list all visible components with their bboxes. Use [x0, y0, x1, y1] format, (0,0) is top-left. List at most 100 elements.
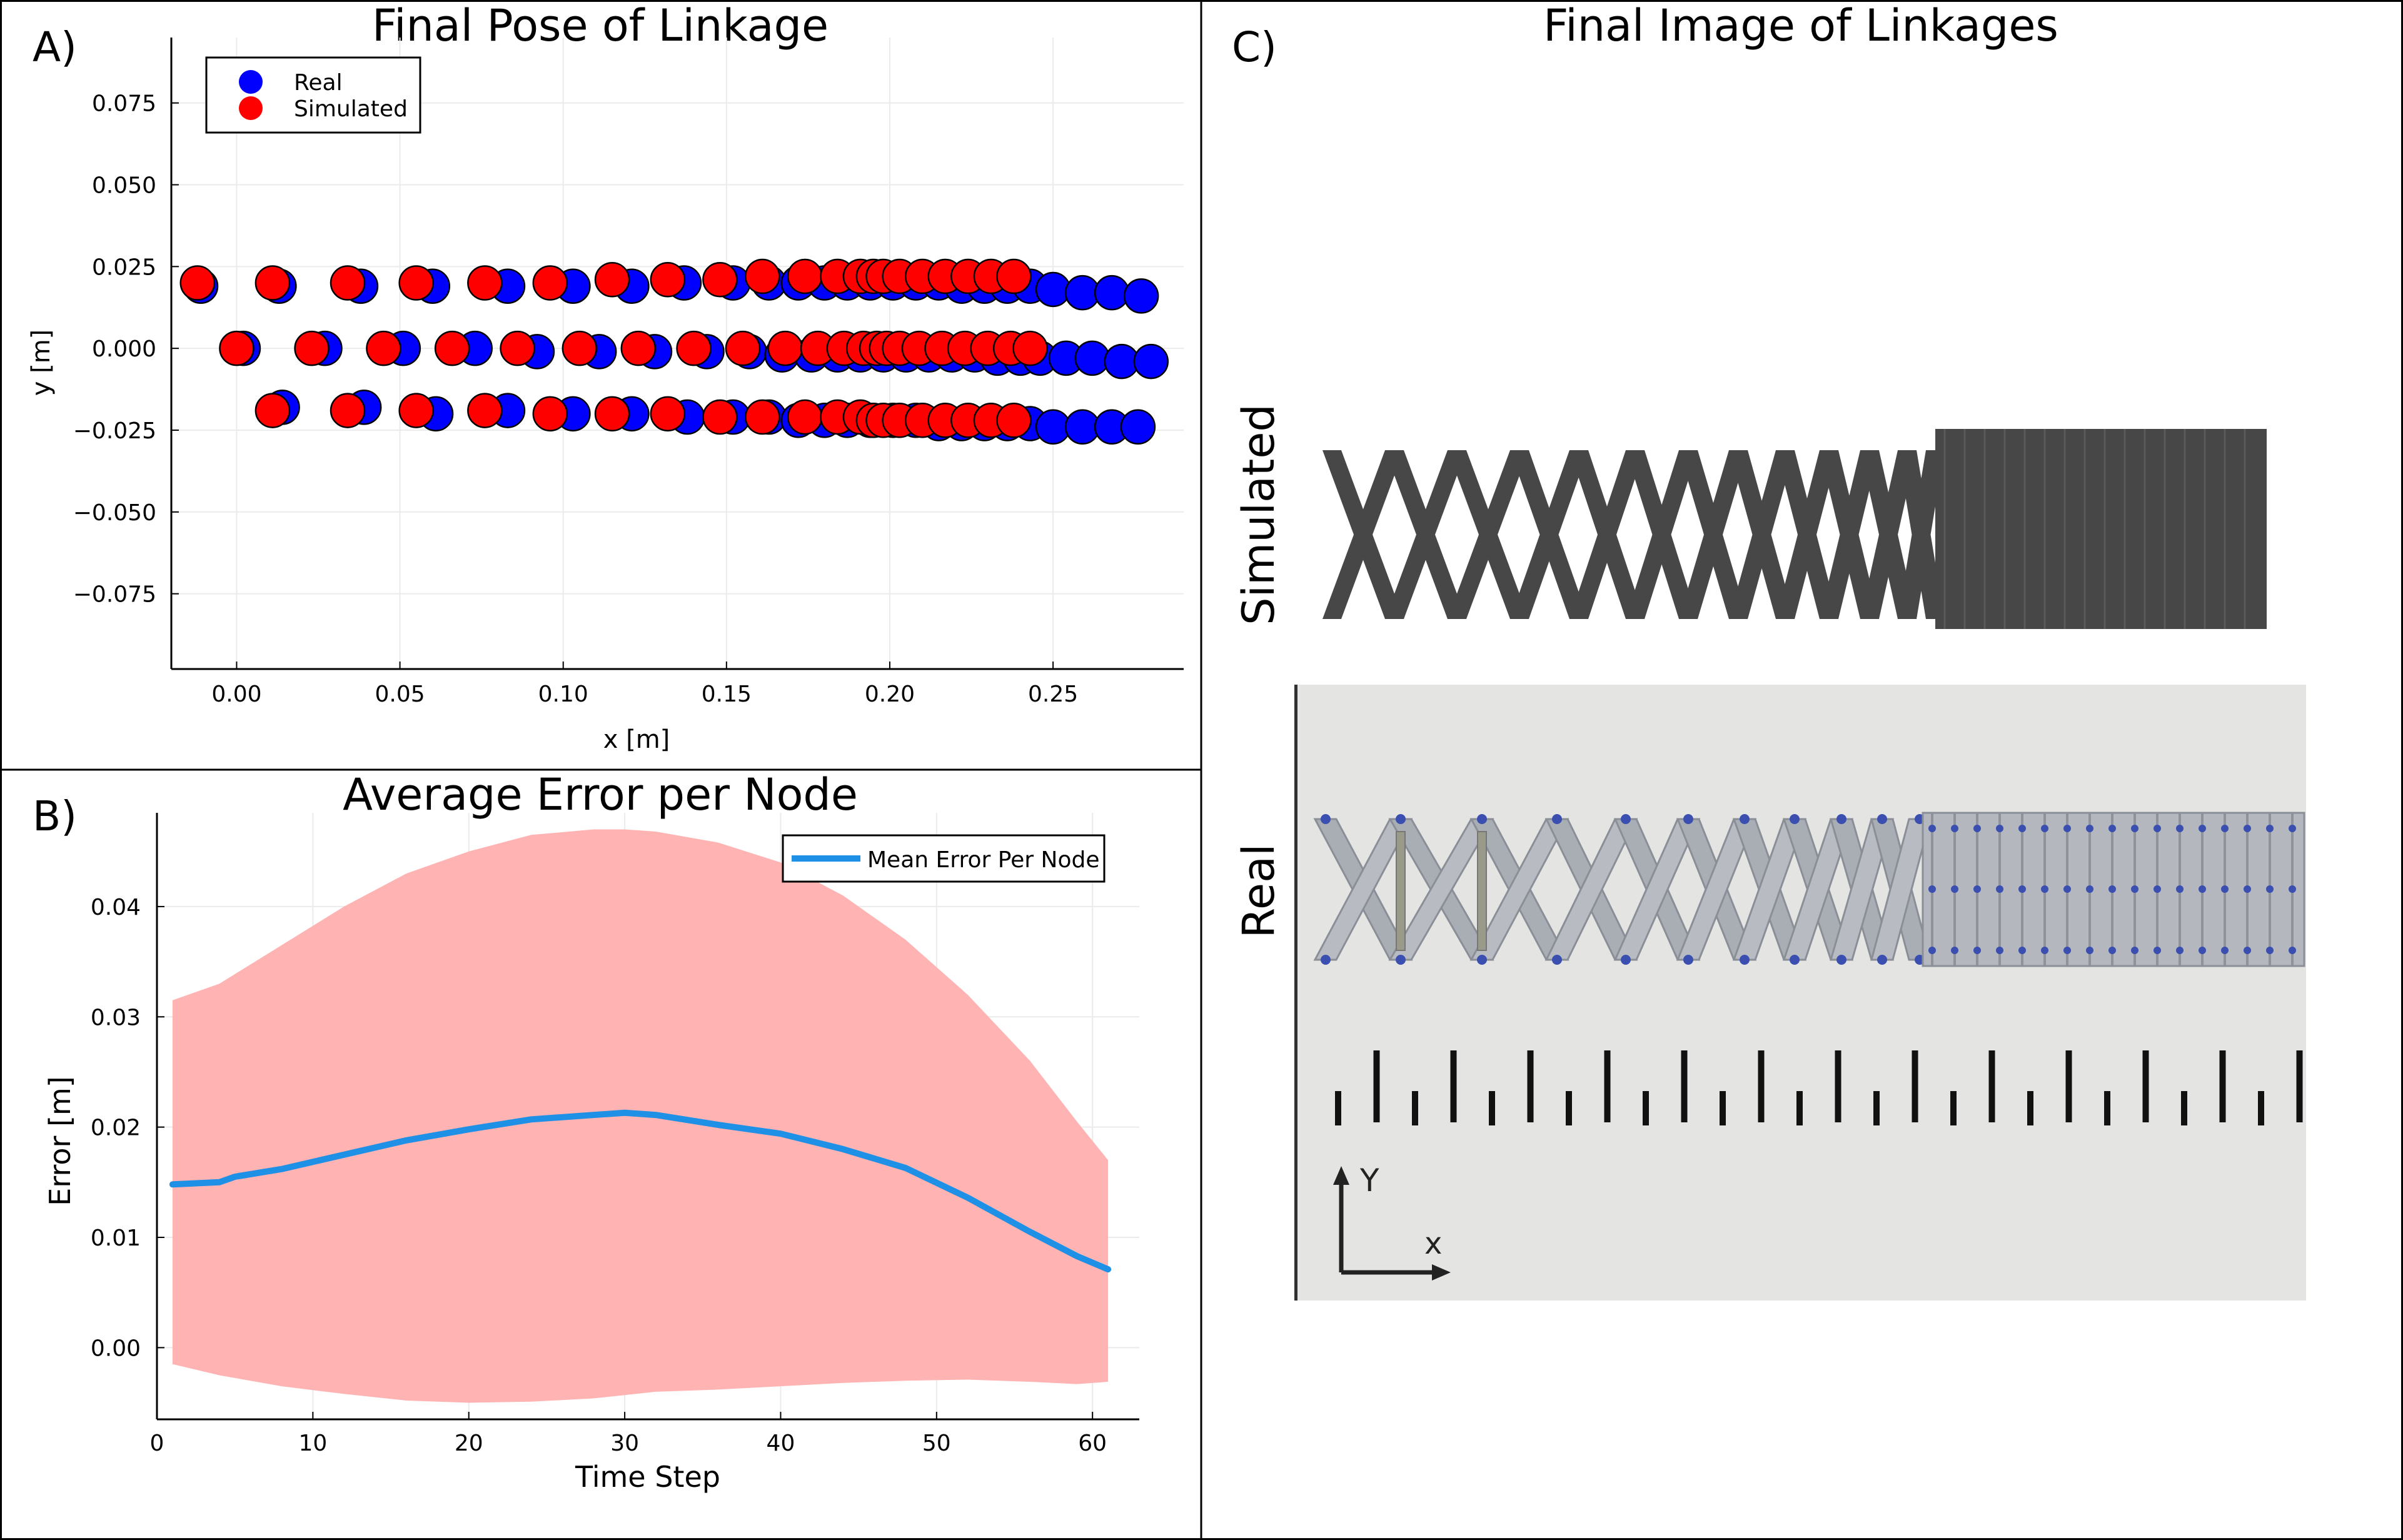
chart-a-ylabel: y [m]: [27, 330, 56, 396]
real-joint-pin: [1621, 955, 1631, 965]
x-tick-label: 30: [610, 1431, 639, 1456]
real-joint-pin: [2176, 825, 2184, 832]
panel-c-title: Final Image of Linkages: [1543, 0, 2058, 51]
point-simulated: [787, 399, 823, 435]
x-tick-label: 50: [922, 1431, 951, 1456]
point-simulated: [1012, 330, 1048, 366]
simulated-label: Simulated: [1233, 404, 1284, 625]
ruler-tick: [1566, 1091, 1572, 1125]
point-simulated: [562, 330, 598, 366]
real-joint-pin: [1740, 955, 1750, 965]
ruler-tick: [2219, 1050, 2226, 1122]
simulated-linkage-image: [1322, 429, 2267, 629]
real-joint-pin: [2108, 885, 2116, 893]
ruler-tick: [1412, 1091, 1418, 1125]
panel-c: C) Final Image of Linkages Simulated Rea…: [1232, 0, 2306, 1301]
ruler-tick: [1835, 1050, 1841, 1122]
real-joint-pin: [1877, 955, 1887, 965]
ruler-tick: [2027, 1091, 2033, 1125]
sim-link-bar: [1448, 450, 1529, 619]
chart-b-xlabel: Time Step: [575, 1460, 720, 1494]
real-joint-pin: [2176, 885, 2184, 893]
real-joint-pin: [1877, 814, 1887, 824]
real-joint-pin: [1996, 885, 2003, 893]
mean-error-line: [169, 1109, 1112, 1273]
y-tick-label: −0.050: [73, 500, 156, 526]
point-simulated: [702, 262, 738, 298]
point-simulated: [996, 258, 1032, 294]
y-tick-label: 0.03: [91, 1005, 141, 1030]
ruler-tick: [1489, 1091, 1495, 1125]
point-simulated: [767, 330, 804, 366]
point-simulated: [787, 258, 823, 294]
panel-c-letter: C): [1232, 23, 1277, 71]
point-simulated: [676, 330, 712, 366]
chart-b-ylabel: Error [m]: [43, 1076, 77, 1205]
legend-marker-simulated: [239, 96, 263, 120]
legend-label-mean: Mean Error Per Node: [867, 847, 1100, 873]
real-joint-pin: [2063, 885, 2071, 893]
chart-a-title: Final Pose of Linkage: [372, 0, 829, 51]
y-tick-label: −0.075: [73, 582, 156, 608]
x-tick-label: 0: [150, 1431, 164, 1456]
real-joint-pin: [1683, 955, 1693, 965]
real-spring: [1396, 831, 1406, 951]
x-tick-label: 0.05: [375, 682, 425, 707]
y-tick-label: −0.025: [73, 418, 156, 444]
sim-compressed-block: [1935, 429, 2267, 629]
photo-axes-indicator: Y x: [1333, 1162, 1451, 1281]
real-joint-pin: [2086, 885, 2093, 893]
real-joint-pin: [1396, 955, 1406, 965]
real-joint-pin: [2041, 947, 2048, 954]
real-joint-pin: [1621, 814, 1631, 824]
legend-marker-real: [239, 70, 263, 94]
real-joint-pin: [2108, 947, 2116, 954]
real-joint-pin: [2086, 825, 2093, 832]
sim-link-bar: [1626, 450, 1698, 619]
point-simulated: [254, 393, 291, 428]
x-tick-label: 0.00: [211, 682, 261, 707]
ruler-tick: [2142, 1050, 2149, 1122]
x-tick-label: 40: [767, 1431, 795, 1456]
point-simulated: [725, 330, 761, 366]
point-simulated: [366, 330, 401, 366]
point-simulated: [650, 262, 686, 298]
panel-a-letter: A): [33, 23, 77, 71]
real-joint-pin: [2266, 947, 2274, 954]
real-joint-pin: [2131, 825, 2139, 832]
y-tick-label: 0.025: [92, 254, 156, 280]
x-tick-label: 0.25: [1028, 682, 1078, 707]
real-joint-pin: [1973, 825, 1981, 832]
real-joint-pin: [2244, 885, 2251, 893]
real-joint-pin: [1552, 814, 1562, 824]
real-joint-pin: [1740, 814, 1750, 824]
real-joint-pin: [1683, 814, 1693, 824]
point-simulated: [500, 330, 535, 366]
photo-background: [1294, 685, 2306, 1301]
ruler-tick: [1873, 1091, 1880, 1125]
point-simulated: [620, 330, 657, 366]
ruler-tick: [2296, 1050, 2303, 1122]
ruler-tick: [1988, 1050, 1995, 1122]
real-joint-pin: [2131, 885, 2139, 893]
point-simulated: [532, 396, 568, 432]
real-joint-pin: [2244, 947, 2251, 954]
point-simulated: [398, 265, 434, 301]
real-linkage-photo: Y x: [1294, 685, 2306, 1301]
ruler-tick: [1643, 1091, 1649, 1125]
photo-y-arrow-icon: [1333, 1166, 1349, 1185]
ruler-tick: [1604, 1050, 1611, 1122]
real-joint-pin: [2244, 825, 2251, 832]
point-real: [1035, 271, 1071, 308]
y-tick-label: 0.050: [92, 173, 156, 198]
x-tick-label: 0.20: [865, 682, 915, 707]
photo-left-edge: [1294, 685, 1297, 1301]
real-joint-pin: [1790, 955, 1800, 965]
real-joint-pin: [1928, 885, 1936, 893]
y-tick-label: 0.02: [91, 1115, 141, 1141]
real-spring: [1477, 831, 1487, 951]
sim-link-bar: [1510, 450, 1588, 619]
point-simulated: [219, 330, 254, 366]
point-simulated: [330, 393, 366, 428]
